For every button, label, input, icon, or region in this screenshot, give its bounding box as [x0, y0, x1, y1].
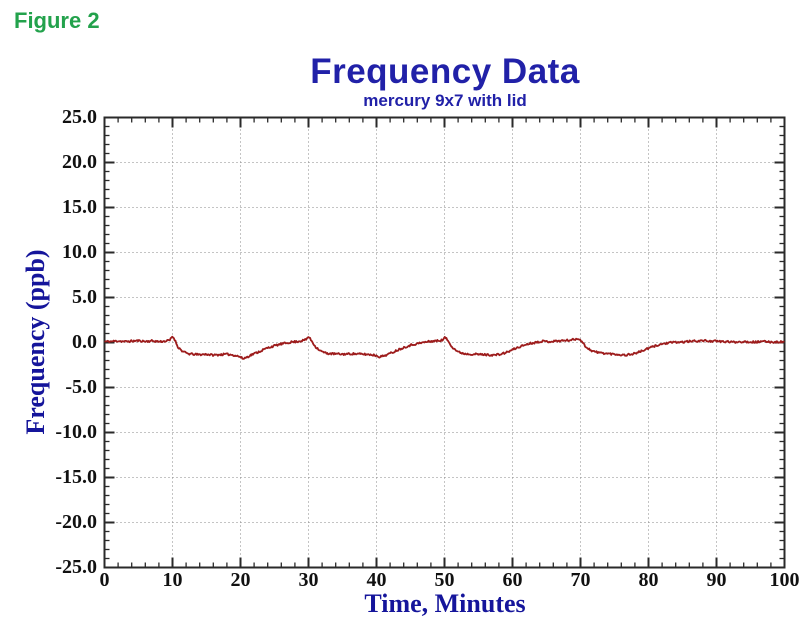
figure-label: Figure 2: [14, 8, 100, 33]
y-tick-label: 20.0: [62, 150, 97, 173]
x-tick-label: 70: [570, 569, 591, 591]
y-tick-label: 0.0: [72, 330, 97, 353]
y-tick-label: 5.0: [72, 285, 97, 308]
y-tick-label: -25.0: [55, 555, 97, 578]
y-tick-label: -20.0: [55, 510, 97, 533]
x-tick-label: 30: [298, 569, 319, 591]
y-tick-label: 15.0: [62, 195, 97, 218]
data-trace: [104, 335, 785, 360]
y-tick-label: -15.0: [55, 465, 97, 488]
y-tick-label: 25.0: [62, 105, 97, 128]
y-axis-label: Frequency (ppb): [21, 249, 50, 435]
x-tick-label: 60: [502, 569, 523, 591]
x-tick-label: 100: [769, 569, 800, 591]
x-tick-label: 20: [230, 569, 251, 591]
y-tick-label: -10.0: [55, 420, 97, 443]
plot-border: [103, 116, 786, 569]
x-tick-label: 50: [434, 569, 455, 591]
y-tick-label: -5.0: [65, 375, 97, 398]
x-axis-label: Time, Minutes: [364, 589, 526, 618]
x-tick-label: 0: [99, 569, 110, 591]
chart-title: Frequency Data: [310, 52, 580, 91]
chart-subtitle: mercury 9x7 with lid: [363, 91, 527, 110]
y-tick-label: 10.0: [62, 240, 97, 263]
x-tick-label: 10: [162, 569, 183, 591]
x-tick-label: 80: [638, 569, 659, 591]
x-tick-label: 40: [366, 569, 387, 591]
x-tick-label: 90: [706, 569, 727, 591]
